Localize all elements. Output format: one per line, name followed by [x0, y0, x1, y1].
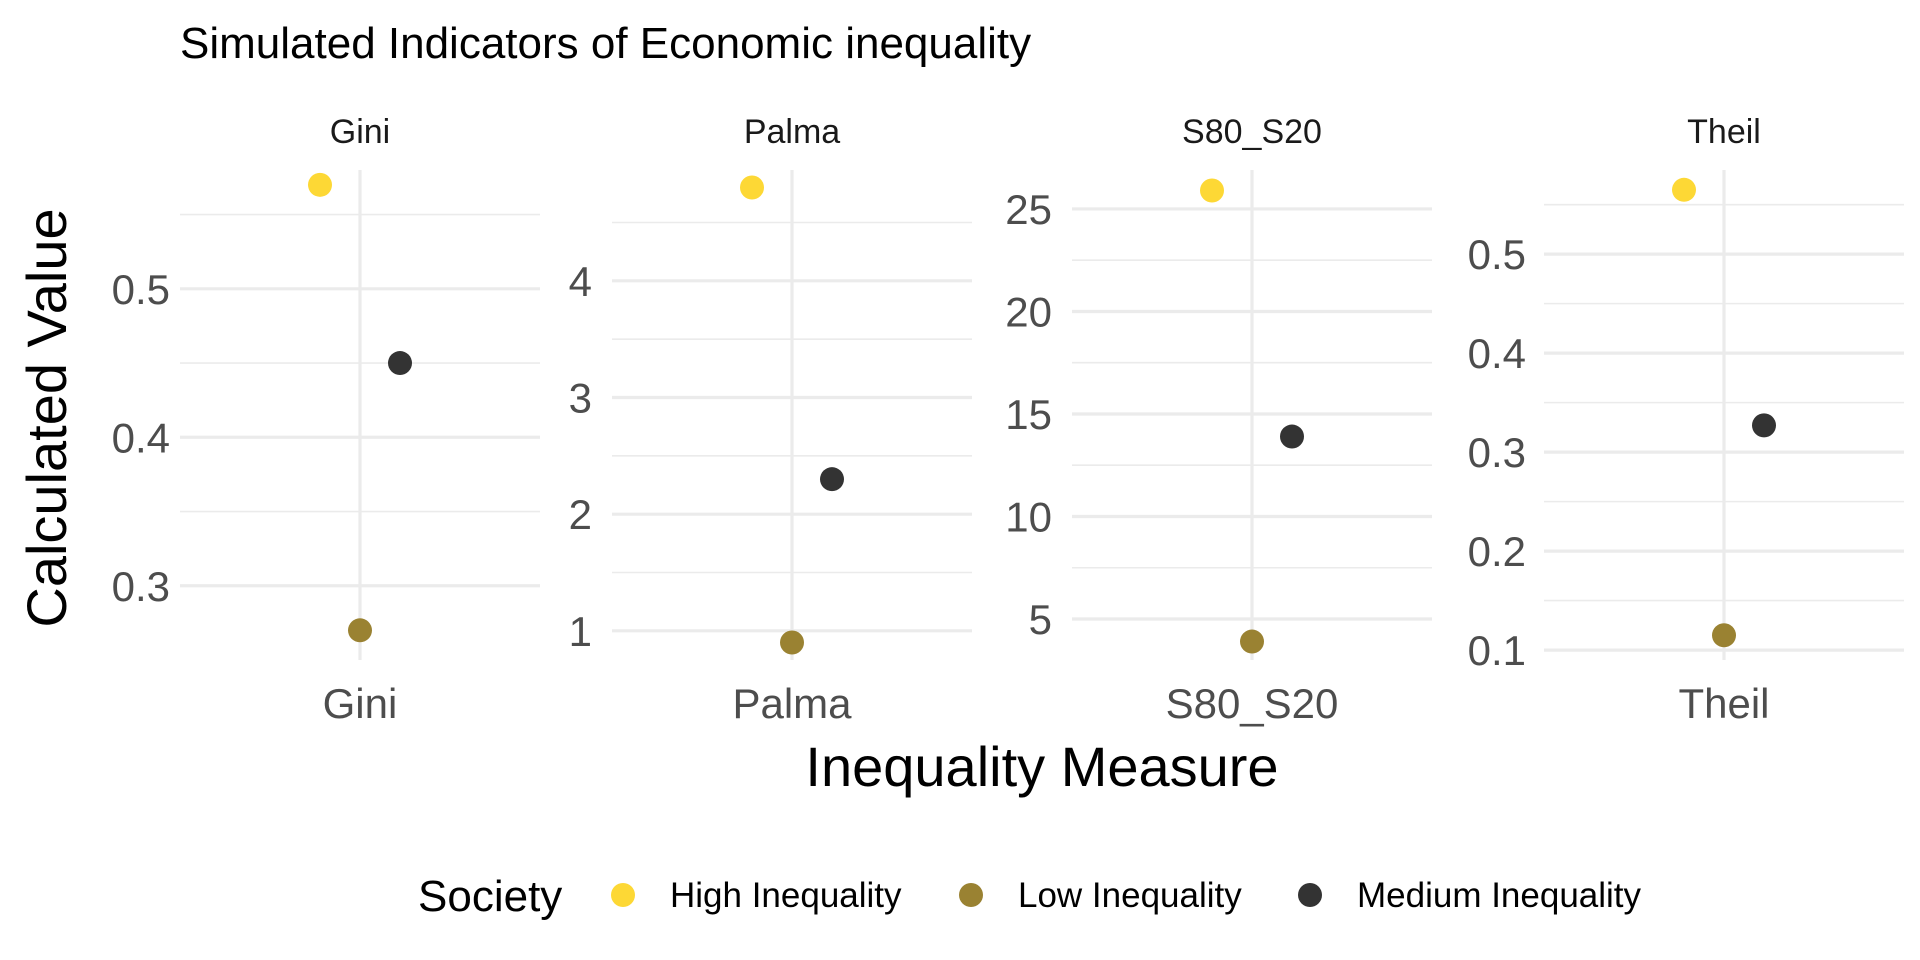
- point-medium-inequality: [388, 351, 412, 376]
- legend-key-low-inequality: [959, 883, 983, 907]
- point-high-inequality: [1200, 178, 1224, 203]
- y-tick-label: 0.5: [1468, 231, 1526, 278]
- y-tick-label: 15: [1005, 391, 1052, 438]
- x-tick-label: Theil: [1678, 680, 1769, 727]
- y-tick-label: 10: [1005, 493, 1052, 540]
- legend-label: Low Inequality: [1018, 876, 1242, 915]
- facets-layer: 0.3 0.4 0.5 Gini Gini 1 2 3 4 Palma Palma 5 10 15 20 25…: [112, 113, 1904, 727]
- facet-strip-label: S80_S20: [1182, 113, 1322, 151]
- y-tick-label: 3: [569, 375, 592, 422]
- y-tick-label: 2: [569, 491, 592, 538]
- facet-gini: 0.3 0.4 0.5 Gini Gini: [112, 113, 540, 727]
- y-tick-label: 0.5: [112, 266, 170, 313]
- y-tick-label: 0.4: [1468, 330, 1526, 377]
- legend-key-high-inequality: [611, 883, 635, 907]
- chart-title: Simulated Indicators of Economic inequal…: [180, 19, 1031, 68]
- y-tick-label: 0.2: [1468, 528, 1526, 575]
- x-tick-label: S80_S20: [1166, 680, 1339, 727]
- x-tick-label: Palma: [732, 680, 852, 727]
- y-tick-label: 0.4: [112, 414, 170, 461]
- point-medium-inequality: [820, 467, 844, 492]
- point-high-inequality: [1672, 177, 1696, 202]
- facet-palma: 1 2 3 4 Palma Palma: [569, 113, 972, 727]
- legend-label: High Inequality: [670, 876, 902, 915]
- x-axis-title: Inequality Measure: [805, 735, 1278, 798]
- point-medium-inequality: [1280, 424, 1304, 449]
- point-medium-inequality: [1752, 413, 1776, 438]
- y-tick-label: 1: [569, 608, 592, 655]
- y-tick-label: 0.1: [1468, 627, 1526, 674]
- legend-key-medium-inequality: [1298, 883, 1322, 907]
- y-tick-label: 20: [1005, 288, 1052, 335]
- y-tick-label: 0.3: [1468, 429, 1526, 476]
- legend-label: Medium Inequality: [1357, 876, 1642, 915]
- facet-s80_s20: 5 10 15 20 25 S80_S20 S80_S20: [1005, 113, 1432, 727]
- y-tick-label: 25: [1005, 186, 1052, 233]
- point-low-inequality: [1240, 629, 1264, 654]
- y-axis-title: Calculated Value: [15, 208, 78, 627]
- facet-theil: 0.1 0.2 0.3 0.4 0.5 Theil Theil: [1468, 113, 1904, 727]
- x-tick-label: Gini: [323, 680, 398, 727]
- legend: Society High Inequality Low Inequality Med…: [418, 872, 1642, 921]
- facet-strip-label: Palma: [744, 113, 840, 151]
- facet-strip-label: Theil: [1687, 113, 1761, 151]
- point-high-inequality: [740, 175, 764, 200]
- y-tick-label: 5: [1029, 596, 1052, 643]
- point-low-inequality: [780, 630, 804, 655]
- y-tick-label: 4: [569, 258, 592, 305]
- facet-strip-label: Gini: [330, 113, 390, 151]
- point-high-inequality: [308, 172, 332, 197]
- legend-title: Society: [418, 872, 562, 921]
- point-low-inequality: [1712, 623, 1736, 648]
- y-tick-label: 0.3: [112, 563, 170, 610]
- point-low-inequality: [348, 618, 372, 643]
